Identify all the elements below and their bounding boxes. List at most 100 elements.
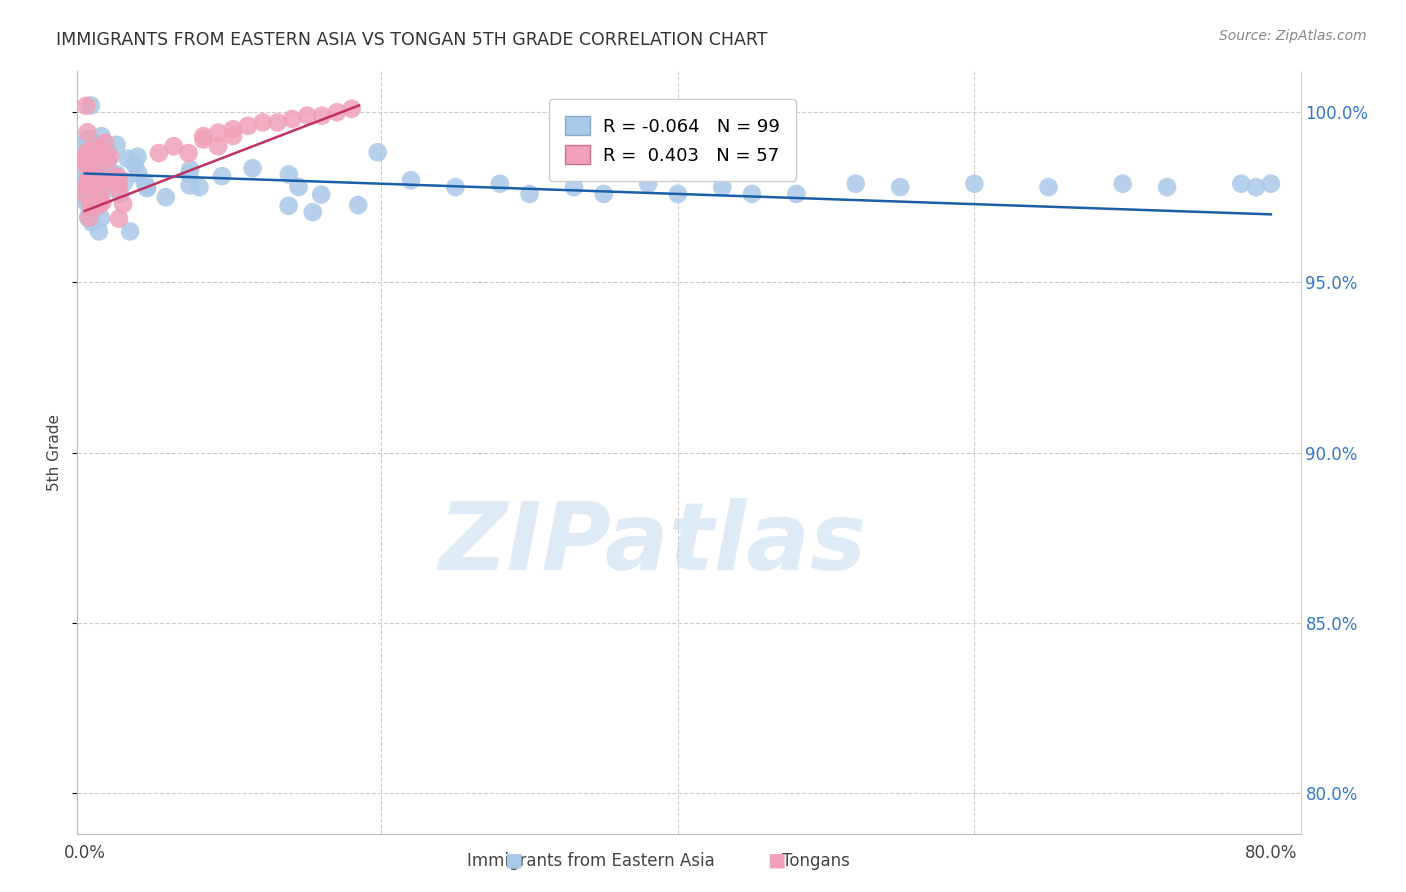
Point	[83, 144, 105, 158]
Point	[179, 167, 201, 181]
Point	[741, 186, 763, 201]
Point	[1156, 180, 1178, 194]
Text: Immigrants from Eastern Asia: Immigrants from Eastern Asia	[467, 852, 714, 870]
Point	[1244, 180, 1267, 194]
Point	[295, 109, 318, 123]
Point	[76, 161, 98, 175]
Point	[84, 161, 107, 176]
Point	[80, 148, 103, 162]
Point	[80, 156, 103, 170]
Point	[87, 224, 110, 238]
Point	[86, 167, 108, 181]
Point	[90, 145, 112, 160]
Point	[75, 152, 97, 166]
Point	[75, 99, 97, 113]
Point	[110, 186, 132, 201]
Point	[80, 200, 103, 214]
Point	[222, 122, 245, 136]
Point	[711, 180, 734, 194]
Point	[277, 168, 299, 182]
Point	[120, 224, 142, 238]
Point	[89, 149, 111, 163]
Text: ZIPatlas: ZIPatlas	[439, 499, 866, 591]
Point	[1230, 177, 1253, 191]
Point	[76, 145, 98, 160]
Point	[77, 145, 100, 159]
Point	[105, 167, 128, 181]
Point	[519, 186, 541, 201]
Point	[80, 98, 103, 112]
Point	[80, 161, 103, 176]
Point	[135, 180, 157, 194]
Point	[592, 186, 614, 201]
Point	[79, 199, 101, 213]
Point	[785, 186, 807, 201]
Point	[107, 183, 129, 197]
Point	[163, 139, 186, 153]
Legend: R = -0.064   N = 99, R =  0.403   N = 57: R = -0.064 N = 99, R = 0.403 N = 57	[548, 99, 796, 181]
Point	[77, 194, 100, 209]
Point	[281, 112, 304, 126]
Point	[73, 156, 96, 170]
Text: ■: ■	[766, 851, 786, 870]
Point	[98, 149, 121, 163]
Point	[73, 187, 96, 202]
Point	[340, 102, 363, 116]
Point	[311, 109, 333, 123]
Point	[79, 187, 101, 202]
Point	[80, 146, 103, 161]
Point	[309, 187, 332, 202]
Point	[222, 129, 245, 144]
Point	[89, 145, 111, 159]
Text: Tongans: Tongans	[782, 852, 849, 870]
Point	[75, 178, 97, 193]
Point	[97, 154, 120, 169]
Point	[90, 145, 112, 160]
Point	[1111, 177, 1133, 191]
Point	[266, 115, 288, 129]
Point	[75, 169, 97, 184]
Point	[82, 182, 104, 196]
Point	[179, 178, 201, 193]
Point	[207, 126, 229, 140]
Point	[193, 132, 215, 146]
Point	[105, 137, 128, 152]
Point	[103, 181, 125, 195]
Point	[637, 177, 659, 191]
Point	[90, 129, 112, 144]
Point	[179, 162, 201, 177]
Point	[399, 173, 422, 187]
Point	[127, 150, 149, 164]
Point	[93, 180, 115, 194]
Point	[91, 195, 114, 210]
Point	[242, 161, 264, 176]
Point	[86, 165, 108, 179]
Point	[77, 172, 100, 186]
Text: Source: ZipAtlas.com: Source: ZipAtlas.com	[1219, 29, 1367, 43]
Point	[117, 152, 139, 166]
Point	[94, 136, 117, 150]
Point	[136, 181, 159, 195]
Point	[84, 140, 107, 154]
Point	[90, 185, 112, 199]
Point	[101, 171, 124, 186]
Point	[90, 170, 112, 185]
Point	[287, 180, 309, 194]
Point	[107, 177, 129, 191]
Text: ■: ■	[503, 851, 523, 870]
Point	[114, 174, 136, 188]
Point	[80, 215, 103, 229]
Point	[252, 115, 274, 129]
Point	[1260, 177, 1282, 191]
Point	[76, 147, 98, 161]
Point	[104, 169, 127, 184]
Point	[76, 138, 98, 153]
Point	[96, 140, 118, 154]
Y-axis label: 5th Grade: 5th Grade	[46, 414, 62, 491]
Point	[107, 170, 129, 185]
Point	[207, 139, 229, 153]
Point	[80, 198, 103, 212]
Point	[77, 211, 100, 225]
Point	[963, 177, 986, 191]
Point	[1038, 180, 1060, 194]
